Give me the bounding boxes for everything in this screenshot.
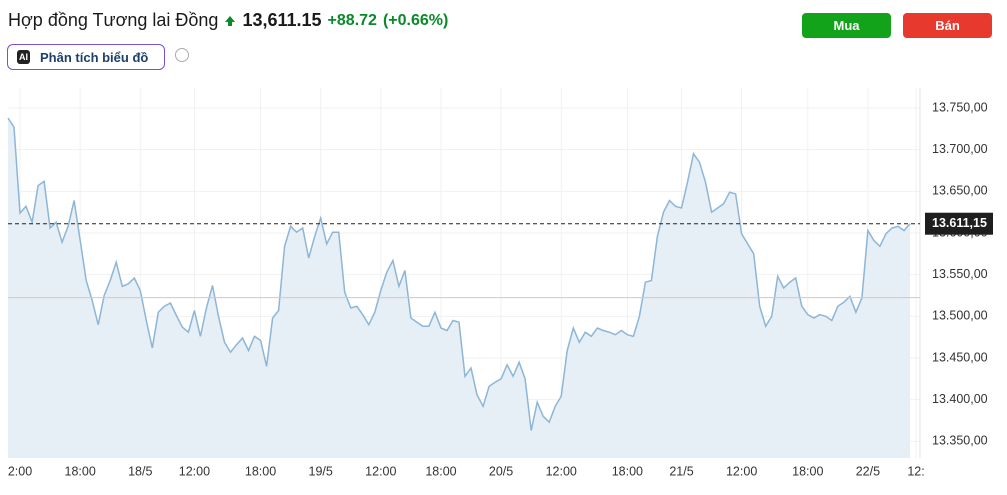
line: [7, 117, 911, 431]
x-tick-label: 19/5: [309, 464, 333, 478]
x-tick-label: 21/5: [669, 464, 693, 478]
y-tick-label: 13.550,00: [932, 267, 988, 281]
ai-badge: AI: [17, 50, 30, 64]
analysis-label: Phân tích biểu đồ: [40, 49, 149, 65]
y-tick-label: 13.450,00: [932, 350, 988, 364]
x-tick-label: 20/5: [489, 464, 513, 478]
y-tick-label: 13.650,00: [932, 184, 988, 198]
y-tick-label: 13.500,00: [932, 309, 988, 323]
buy-button[interactable]: Mua: [802, 13, 891, 38]
sell-button[interactable]: Bán: [903, 13, 992, 38]
x-tick-label: 18:00: [245, 464, 276, 478]
area: [8, 118, 910, 458]
header: Hợp đồng Tương lai Đồng 13,611.15 +88.72…: [8, 10, 448, 31]
x-tick-label: 12:00: [726, 464, 757, 478]
y-tick-label: 13.750,00: [932, 100, 988, 114]
x-tick-label: 18/5: [128, 464, 152, 478]
analysis-button[interactable]: AI Phân tích biểu đồ: [7, 44, 165, 70]
x-tick-label: 12:00: [365, 464, 396, 478]
up-arrow: [225, 15, 236, 26]
last-price-tag: [925, 212, 993, 235]
y-tick-label: 13.700,00: [932, 142, 988, 156]
x-tick-label: 12:00: [546, 464, 577, 478]
x-tick-label: 18:00: [425, 464, 456, 478]
last-price-label: 13.611,15: [932, 216, 987, 230]
title: Hợp đồng Tương lai Đồng: [8, 10, 219, 30]
x-tick-label: 18:00: [612, 464, 643, 478]
change-percent: (+0.66%): [382, 11, 449, 29]
change: +88.72: [327, 11, 377, 29]
x-tick-label: 22/5: [856, 464, 880, 478]
x-tick-label: 12:: [907, 464, 924, 478]
info-icon[interactable]: [175, 48, 189, 62]
x-tick-label: 18:00: [65, 464, 96, 478]
y-tick-label: 13.350,00: [932, 434, 988, 448]
x-tick-label: 2:00: [8, 464, 32, 478]
price: 13,611.15: [242, 10, 322, 30]
x-tick-label: 12:00: [179, 464, 210, 478]
y-tick-label: 13.400,00: [932, 392, 988, 406]
x-tick-label: 18:00: [792, 464, 823, 478]
